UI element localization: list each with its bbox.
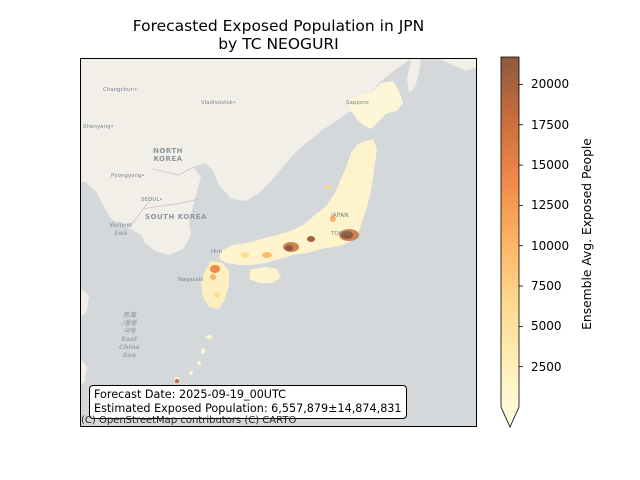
colorbar-ticks (519, 84, 523, 368)
label-hiroshima: Hiro (211, 249, 223, 255)
sakhalin-land (407, 59, 421, 93)
exposure-hotspots (175, 185, 359, 383)
china-coast-land (81, 359, 87, 385)
title-line-2: by TC NEOGURI (218, 35, 339, 53)
country-border (142, 198, 198, 210)
label-tokyo: TOKYO (331, 231, 350, 237)
label-pyongyang: Pyongyang• (111, 173, 145, 179)
colorbar-tick-label: 20000 (531, 77, 570, 92)
colorbar-label: Ensemble Avg. Exposed People (580, 138, 594, 330)
colorbar (500, 56, 523, 428)
china-coast-land (81, 289, 89, 317)
figure-title: Forecasted Exposed Population in JPN by … (80, 17, 477, 53)
label-japan: JAPAN (331, 212, 349, 219)
country-border (152, 166, 194, 176)
title-line-1: Forecasted Exposed Population in JPN (132, 17, 425, 35)
colorbar-tick-label: 17500 (531, 117, 570, 132)
island-land (201, 348, 205, 354)
forecast-date: Forecast Date: 2025-09-19_00UTC (94, 388, 286, 401)
label-north-korea: NORTH KOREA (153, 147, 184, 163)
honshu-land (219, 139, 377, 265)
label-shenyang: Shenyang• (83, 124, 114, 130)
colorbar-tick-label: 2500 (531, 359, 562, 374)
korean-peninsula-land (121, 167, 201, 255)
label-nagasaki: Nagasaki (178, 277, 204, 283)
colorbar-tick-label: 15000 (531, 158, 570, 173)
label-vladivostok: Vladivostok• (201, 100, 237, 106)
kyushu-land (201, 261, 229, 309)
colorbar-tick-label: 7500 (531, 279, 562, 294)
colorbar-tick-label: 12500 (531, 198, 570, 213)
label-east-china-sea: 东海 /동중 국해 East China Sea (119, 311, 140, 359)
label-changchun: Changchun• (103, 87, 138, 93)
forecast-info-box: Forecast Date: 2025-09-19_00UTC Estimate… (89, 385, 407, 419)
label-yellow-sea: Yellow Sea (109, 221, 133, 237)
island-land (197, 361, 201, 365)
label-south-korea: SOUTH KOREA (145, 213, 207, 221)
label-seoul: SEOUL• (141, 197, 163, 203)
island-land (206, 335, 212, 339)
colorbar-tick-label: 10000 (531, 238, 570, 253)
colorbar-gradient (500, 56, 520, 428)
country-border (120, 198, 152, 226)
exposed-population: Estimated Exposed Population: 6,557,879±… (94, 402, 402, 415)
colorbar-tick-label: 5000 (531, 319, 562, 334)
basemap (81, 59, 476, 385)
hokkaido-land (349, 81, 403, 129)
island-land (189, 371, 193, 375)
map-panel[interactable]: Changchun• Vladivostok• Sapporo Shenyang… (80, 58, 477, 427)
shikoku-land (249, 267, 281, 283)
map-attribution: (C) OpenStreetMap contributors (C) CARTO (81, 415, 297, 426)
label-sapporo: Sapporo (346, 100, 369, 106)
mainland-asia-land (81, 59, 476, 225)
